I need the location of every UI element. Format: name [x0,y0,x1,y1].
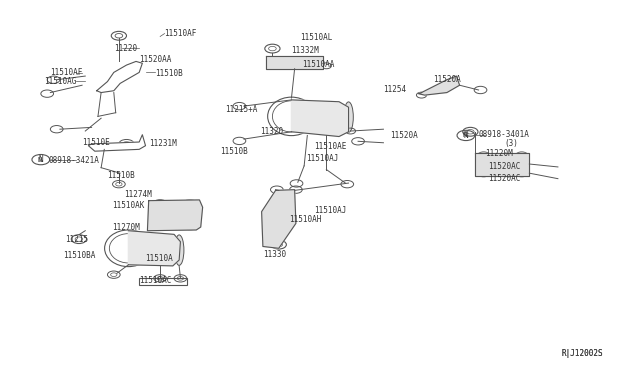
Polygon shape [291,100,349,137]
Text: 11510AC: 11510AC [139,276,172,285]
Text: 11510AA: 11510AA [302,60,335,69]
Text: N: N [38,155,43,164]
Text: 11520AA: 11520AA [139,55,172,64]
Text: 11274M: 11274M [125,190,152,199]
Text: N: N [38,157,42,163]
Text: 11231M: 11231M [148,140,177,148]
Polygon shape [419,76,460,95]
Text: 11510E: 11510E [82,138,110,147]
Text: 11510B: 11510B [220,147,248,156]
Text: 11330: 11330 [263,250,286,259]
Text: 11510AG: 11510AG [44,77,76,86]
Polygon shape [129,231,180,266]
Ellipse shape [344,102,353,132]
Polygon shape [97,61,142,93]
Text: 11520AC: 11520AC [488,163,520,171]
Text: 11320: 11320 [260,126,283,135]
Polygon shape [476,153,529,176]
Text: 11510AE: 11510AE [314,142,346,151]
Text: 11510AF: 11510AF [164,29,197,38]
Polygon shape [147,200,203,231]
Text: 11215+A: 11215+A [225,105,257,114]
Text: 11510AJ: 11510AJ [306,154,339,163]
Text: 11510A: 11510A [145,254,173,263]
Text: 11215: 11215 [65,235,88,244]
Text: N: N [463,132,467,138]
Text: 11270M: 11270M [112,222,140,231]
Text: R|J12002S: R|J12002S [561,349,603,358]
Text: 11510AL: 11510AL [300,33,332,42]
Text: 11510AK: 11510AK [112,201,144,209]
Text: 11220: 11220 [114,44,137,53]
Text: 11520AC: 11520AC [488,174,520,183]
Text: 11510AJ: 11510AJ [314,206,346,215]
Text: 08918-3401A: 08918-3401A [479,130,529,139]
Polygon shape [88,135,145,151]
Text: 11520A: 11520A [433,75,461,84]
Bar [139,278,187,285]
Text: 11220M: 11220M [485,149,513,158]
Text: 11510B: 11510B [108,171,135,180]
Text: (3): (3) [504,140,518,148]
Text: 08918-3421A: 08918-3421A [49,156,99,165]
Text: N: N [463,131,468,140]
Polygon shape [262,190,296,248]
Text: 11254: 11254 [383,86,406,94]
Text: 11510AF: 11510AF [51,68,83,77]
Text: 11510AH: 11510AH [289,215,322,224]
Text: 11510B: 11510B [155,69,183,78]
Text: R|J12002S: R|J12002S [561,349,603,358]
Text: 11510BA: 11510BA [63,251,95,260]
Text: 11332M: 11332M [291,46,319,55]
Text: 11520A: 11520A [390,131,417,140]
Polygon shape [266,56,323,69]
Ellipse shape [174,235,184,265]
